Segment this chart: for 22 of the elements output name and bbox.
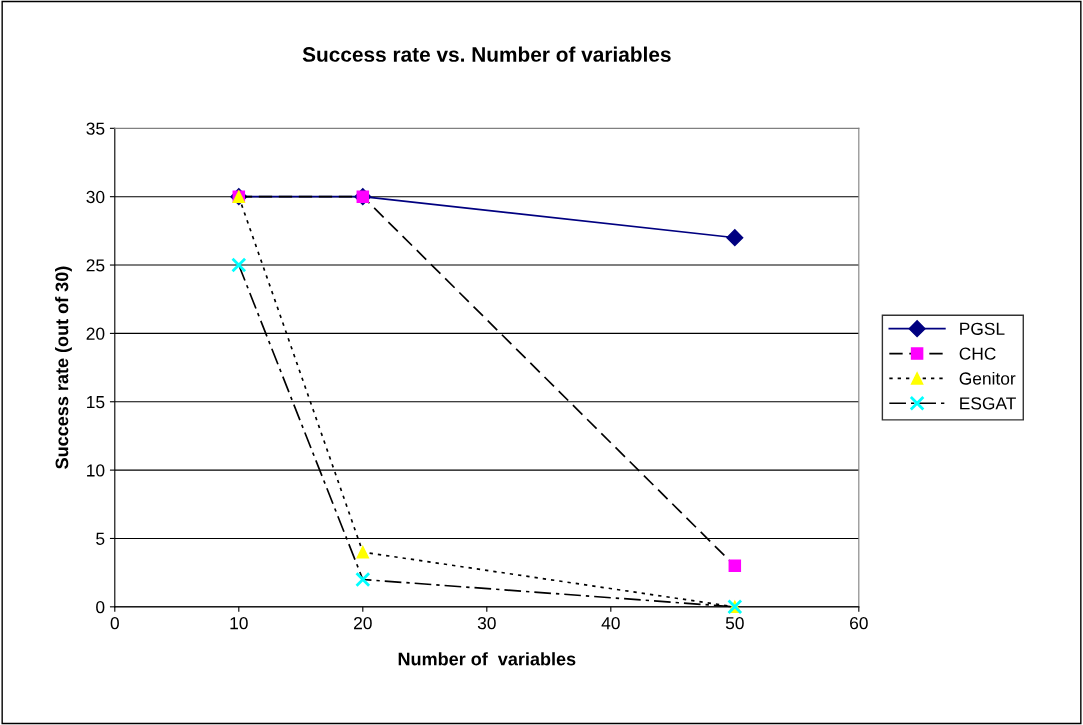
y-tick-label: 0 — [96, 600, 105, 614]
legend-label: PGSL — [960, 322, 1005, 335]
legend-label: CHC — [959, 347, 996, 360]
x-tick-label: 20 — [354, 617, 372, 630]
legend-label: ESGAT — [960, 397, 1016, 410]
x-axis-title: Number of variables — [398, 652, 576, 666]
chart-title: Success rate vs. Number of variables — [302, 46, 671, 62]
x-tick-label: 0 — [110, 617, 119, 630]
legend-label: Genitor — [959, 371, 1016, 385]
y-tick-label: 15 — [87, 396, 105, 409]
y-tick-label: 35 — [86, 122, 105, 135]
x-tick-label: 60 — [850, 617, 868, 630]
x-tick-label: 30 — [477, 617, 496, 630]
y-tick-label: 30 — [86, 190, 105, 204]
x-tick-label: 10 — [230, 617, 248, 630]
y-axis-title: Success rate (out of 30) — [55, 266, 72, 469]
x-tick-label: 50 — [725, 617, 744, 630]
x-tick-label: 40 — [601, 617, 620, 630]
y-tick-label: 5 — [96, 532, 105, 545]
y-tick-label: 25 — [86, 259, 105, 272]
y-tick-label: 20 — [86, 327, 105, 340]
y-tick-label: 10 — [87, 464, 105, 477]
